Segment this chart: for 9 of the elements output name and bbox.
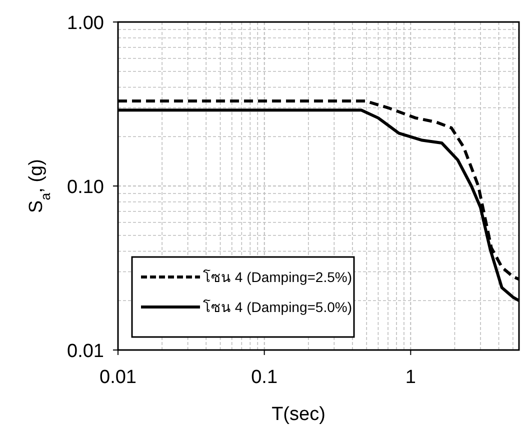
y-tick-label: 0.01	[67, 341, 104, 362]
x-tick-label: 0.01	[100, 367, 136, 388]
legend-label: โซน 4 (Damping=2.5%)	[203, 269, 352, 285]
y-tick-label: 0.10	[67, 177, 104, 198]
x-tick-label: 0.1	[251, 367, 278, 388]
x-tick-label: 1	[405, 367, 416, 388]
legend-label: โซน 4 (Damping=5.0%)	[203, 299, 352, 315]
y-tick-label: 1.00	[67, 13, 104, 34]
x-axis-title: T(sec)	[272, 404, 326, 425]
